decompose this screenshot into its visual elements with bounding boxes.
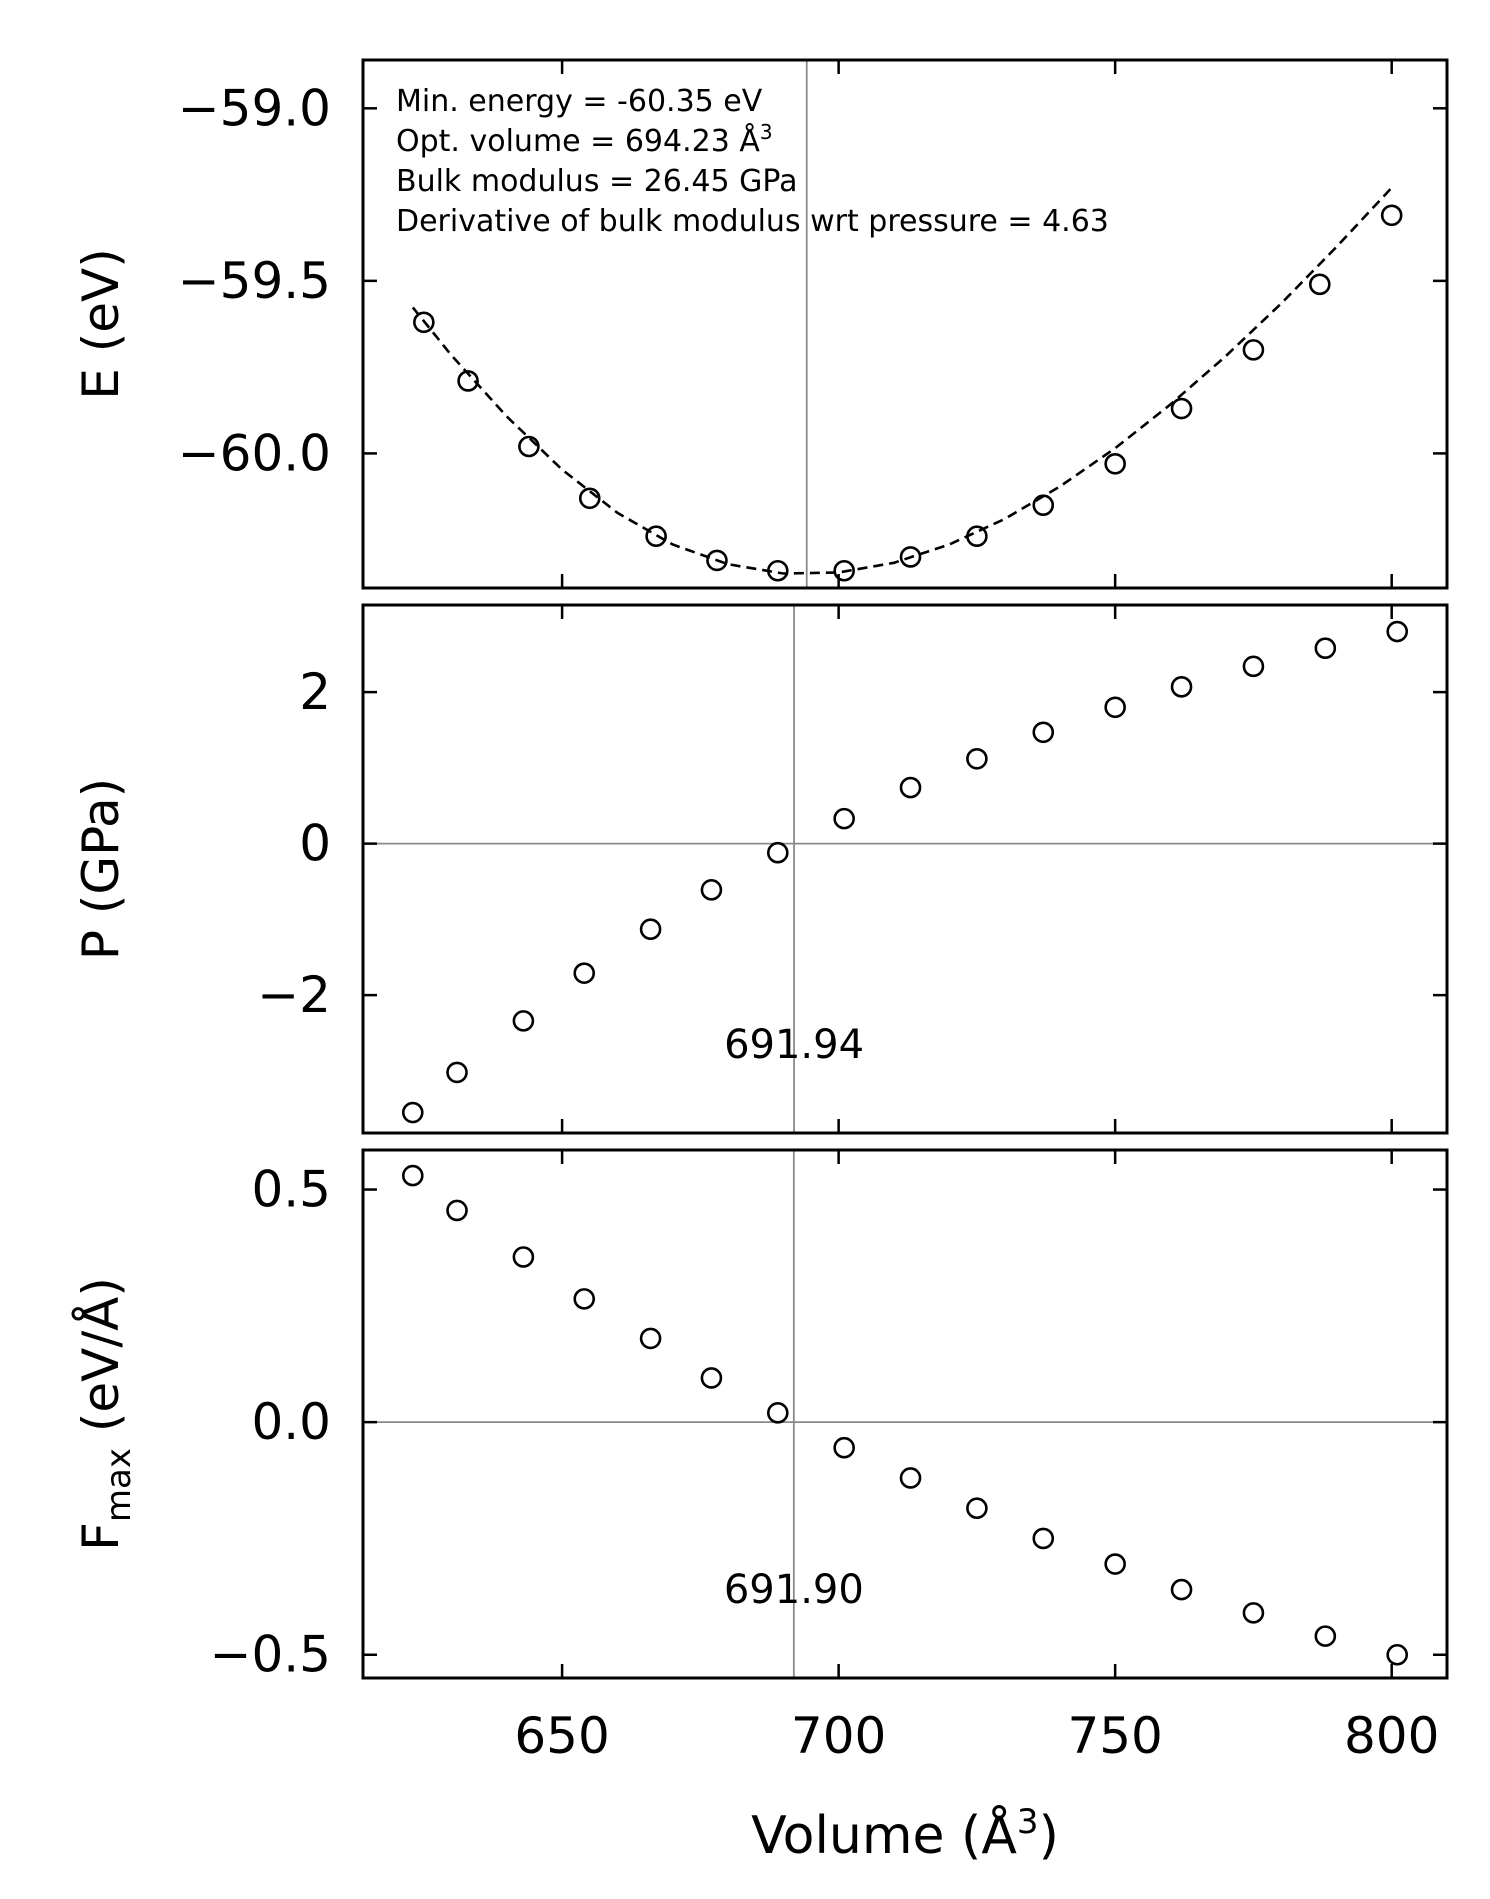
energy-y-tick-label: −60.0 xyxy=(178,424,331,482)
force-vline-label: 691.90 xyxy=(724,1567,864,1613)
pressure-data-point xyxy=(639,918,662,941)
force-y-tick-label: −0.5 xyxy=(210,1626,331,1684)
force-data-point xyxy=(766,1402,789,1424)
pressure-data-point xyxy=(1314,637,1337,659)
force-data-point xyxy=(966,1497,988,1520)
energy-annotation-line: Opt. volume = 694.23 Å3 xyxy=(396,120,773,159)
energy-data-point xyxy=(1308,273,1331,296)
pressure-data-point xyxy=(1386,620,1409,643)
energy-data-point xyxy=(578,487,601,510)
pressure-data-point xyxy=(766,841,789,864)
energy-data-point xyxy=(457,370,479,392)
force-data-point xyxy=(1242,1602,1265,1624)
pressure-y-tick-label: 0 xyxy=(299,815,331,873)
energy-y-axis-label: E (eV) xyxy=(72,248,130,399)
energy-data-point xyxy=(645,525,667,548)
pressure-data-point xyxy=(1170,676,1193,698)
energy-annotation-line: Bulk modulus = 26.45 GPa xyxy=(396,164,797,199)
pressure-y-axis-label: P (GPa) xyxy=(72,778,130,960)
force-data-point xyxy=(1104,1553,1126,1575)
guide-lines-layer xyxy=(363,60,1447,1678)
force-data-point xyxy=(446,1199,468,1222)
force-y-axis-label: Fmax (eV/Å) xyxy=(72,1277,139,1551)
energy-y-tick-label: −59.0 xyxy=(178,79,331,137)
x-tick-label: 650 xyxy=(514,1707,609,1765)
x-tick-label: 750 xyxy=(1067,1707,1162,1765)
x-axis-label: Volume (Å3) xyxy=(751,1802,1059,1866)
force-data-point xyxy=(833,1436,855,1459)
energy-data-point xyxy=(899,546,922,568)
energy-data-point xyxy=(413,311,435,334)
force-y-tick-label: 0.5 xyxy=(251,1161,331,1219)
force-data-point xyxy=(512,1246,535,1268)
force-data-point xyxy=(899,1467,922,1489)
pressure-axes-frame xyxy=(361,603,1449,1135)
force-data-point xyxy=(1386,1643,1409,1666)
force-data-point xyxy=(1314,1625,1337,1647)
x-tick-label: 800 xyxy=(1344,1707,1439,1765)
energy-axes-frame xyxy=(361,58,1449,590)
pressure-data-point xyxy=(700,879,723,901)
energy-annotation-line: Min. energy = -60.35 eV xyxy=(396,84,763,119)
energy-annotation-line: Derivative of bulk modulus wrt pressure … xyxy=(396,204,1109,239)
pressure-data-point xyxy=(512,1010,535,1032)
energy-data-point xyxy=(833,559,855,582)
force-data-point xyxy=(1032,1527,1055,1550)
energy-data-point xyxy=(1380,204,1403,227)
energy-data-point xyxy=(766,559,789,582)
pressure-data-point xyxy=(1104,696,1126,719)
axes-frames-layer xyxy=(361,58,1449,1680)
x-tick-label: 700 xyxy=(791,1707,886,1765)
energy-data-point xyxy=(1032,494,1055,516)
energy-data-point xyxy=(518,435,540,458)
pressure-y-tick-label: −2 xyxy=(257,966,331,1024)
energy-data-point xyxy=(1104,452,1126,475)
energy-y-tick-label: −59.5 xyxy=(178,252,331,310)
pressure-data-point xyxy=(899,776,922,799)
data-layer xyxy=(401,186,1409,1666)
pressure-data-point xyxy=(573,962,596,984)
force-data-point xyxy=(573,1288,596,1310)
pressure-data-point xyxy=(833,807,855,830)
pressure-y-tick-label: 2 xyxy=(299,663,331,721)
force-data-point xyxy=(1170,1578,1193,1601)
energy-data-point xyxy=(706,549,728,572)
force-axes-frame xyxy=(361,1148,1449,1680)
text-layer: −59.0 −59.5 −60.0 E (eV) Min. energy = -60.3… xyxy=(72,79,1439,1866)
pressure-vline-label: 691.94 xyxy=(724,1022,864,1068)
force-y-tick-label: 0.0 xyxy=(251,1393,331,1451)
energy-data-point xyxy=(1242,339,1265,361)
pressure-data-point xyxy=(1032,721,1055,744)
force-data-point xyxy=(700,1367,723,1389)
pressure-data-point xyxy=(401,1101,424,1124)
pressure-data-point xyxy=(446,1061,468,1084)
energy-fit-line xyxy=(411,186,1393,575)
energy-data-point xyxy=(966,525,988,548)
pressure-data-point xyxy=(1242,655,1265,678)
force-data-point xyxy=(401,1164,424,1187)
energy-data-point xyxy=(1170,397,1193,420)
pressure-data-point xyxy=(966,747,988,770)
force-data-point xyxy=(639,1327,662,1350)
